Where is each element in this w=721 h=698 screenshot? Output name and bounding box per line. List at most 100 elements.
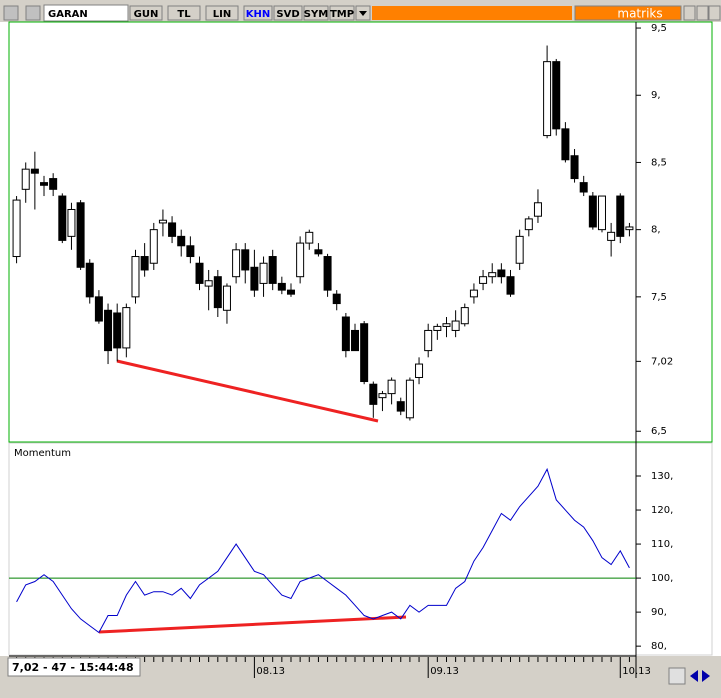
- y-tick-label: 9,: [651, 90, 661, 101]
- candle-body: [469, 289, 478, 298]
- ticker-bar: [372, 6, 572, 20]
- candle-body: [424, 329, 433, 352]
- candle-body: [113, 312, 122, 349]
- y-tick-label: 8,: [651, 225, 661, 236]
- candle-body: [140, 256, 149, 271]
- symbol: GARAN: [48, 9, 88, 20]
- window-button[interactable]: [683, 5, 696, 21]
- x-tick-label: 09.13: [430, 666, 459, 677]
- candle-body: [131, 256, 140, 298]
- icon[interactable]: [3, 5, 19, 21]
- candle-body: [104, 309, 113, 352]
- candle-body: [30, 168, 39, 174]
- toolbar-button[interactable]: [303, 5, 329, 21]
- y-tick-label: 80,: [651, 641, 667, 652]
- candle-body: [433, 325, 442, 331]
- scroll-right[interactable]: [702, 670, 710, 682]
- indicator-title: Momentum: [14, 448, 71, 459]
- candle-body: [625, 226, 634, 231]
- candle-body: [332, 293, 341, 305]
- candle-body: [67, 208, 76, 237]
- toolbar-label: GUN: [134, 9, 159, 20]
- toolbar-label: TL: [177, 9, 191, 20]
- candle-body: [204, 280, 213, 287]
- price-panel: [8, 21, 713, 443]
- candle-body: [369, 383, 378, 405]
- candle-body: [76, 202, 85, 268]
- candle-body: [396, 401, 405, 412]
- candle-body: [479, 276, 488, 284]
- toolbar-button[interactable]: [329, 5, 355, 21]
- candle-body: [515, 235, 524, 264]
- candle-body: [460, 307, 469, 325]
- candle-body: [213, 276, 222, 309]
- status: 7,02 - 47 - 15:44:48: [12, 661, 134, 674]
- candle-body: [533, 202, 542, 217]
- dropdown-arrow: [359, 11, 367, 16]
- toolbar-button[interactable]: [273, 5, 303, 21]
- refresh-button[interactable]: [668, 667, 686, 685]
- toolbar-button[interactable]: [167, 5, 201, 21]
- x-tick-label: 08.13: [256, 666, 285, 677]
- y-tick-label: 130,: [651, 471, 673, 482]
- candle-body: [387, 379, 396, 395]
- candle-body: [506, 276, 515, 295]
- candle-body: [323, 256, 332, 291]
- icon[interactable]: [25, 5, 41, 21]
- candle-body: [451, 320, 460, 331]
- window-button[interactable]: [696, 5, 709, 21]
- momentum-panel: [8, 442, 713, 656]
- candle-body: [616, 195, 625, 237]
- candle-body: [158, 219, 167, 224]
- y-tick-label: 100,: [651, 573, 673, 584]
- candle-body: [579, 182, 588, 193]
- candle-body: [268, 256, 277, 284]
- candle-body: [497, 269, 506, 278]
- window-button[interactable]: [708, 5, 721, 21]
- brand: matriks: [617, 7, 662, 21]
- candle-body: [378, 393, 387, 399]
- candle-body: [94, 296, 103, 322]
- candle-body: [488, 272, 497, 278]
- candle-body: [241, 249, 250, 271]
- toolbar-label: TMP: [330, 9, 354, 20]
- brand-box: [574, 5, 682, 21]
- candle-body: [12, 199, 21, 258]
- x-tick-label: 10.13: [622, 666, 651, 677]
- candle-body: [415, 363, 424, 378]
- candle-body: [49, 178, 58, 190]
- candle-body: [597, 195, 606, 231]
- toolbar-button[interactable]: [129, 5, 163, 21]
- candle-body: [588, 195, 597, 228]
- candle-body: [122, 307, 131, 349]
- candle-body: [405, 379, 414, 419]
- candle-body: [360, 323, 369, 383]
- symbol-box[interactable]: [43, 4, 129, 22]
- momentum-line: [16, 467, 630, 634]
- candle-body: [250, 266, 259, 291]
- candle-body: [570, 155, 579, 180]
- candle-body: [351, 329, 360, 352]
- candle-body: [21, 168, 30, 190]
- candle-body: [286, 289, 295, 295]
- candle-body: [85, 262, 94, 298]
- toolbar-button[interactable]: [205, 5, 239, 21]
- candle-body: [442, 323, 451, 327]
- candle-body: [222, 285, 231, 311]
- scroll-left[interactable]: [690, 670, 698, 682]
- toolbar-button[interactable]: [243, 5, 273, 21]
- y-tick-label: 120,: [651, 505, 673, 516]
- toolbar-label: SVD: [276, 9, 299, 20]
- candle-body: [149, 229, 158, 264]
- candle-body: [552, 61, 561, 130]
- candle-body: [232, 249, 241, 278]
- candle-body: [305, 231, 314, 244]
- y-tick-label: 90,: [651, 607, 667, 618]
- candle-body: [40, 182, 49, 186]
- candle-body: [195, 262, 204, 284]
- candle-body: [58, 195, 67, 241]
- trend-line: [98, 615, 407, 634]
- candle-body: [543, 61, 552, 137]
